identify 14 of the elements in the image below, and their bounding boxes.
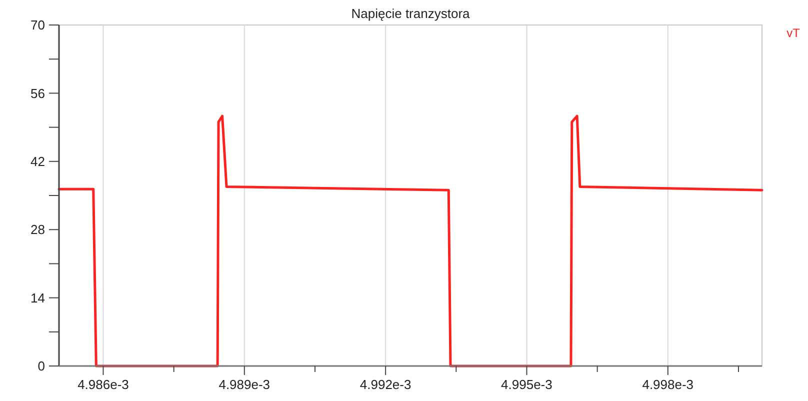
y-tick-label: 28 bbox=[30, 222, 45, 238]
x-tick-label: 4.989e-3 bbox=[218, 377, 270, 392]
x-tick-label: 4.998e-3 bbox=[642, 377, 694, 392]
chart-title: Napięcie tranzystora bbox=[351, 6, 471, 21]
y-tick-label: 0 bbox=[38, 358, 45, 374]
line-series bbox=[58, 114, 764, 368]
x-tick-label: 4.986e-3 bbox=[78, 377, 129, 392]
text: vT bbox=[786, 26, 801, 40]
y-tick-label: 14 bbox=[30, 290, 45, 306]
x-tick-label: 4.992e-3 bbox=[360, 377, 412, 392]
x-tick-label: 4.995e-3 bbox=[501, 377, 552, 392]
y-tick-label: 56 bbox=[30, 86, 45, 101]
y-tick-label: 70 bbox=[30, 18, 45, 33]
y-tick-label: 42 bbox=[30, 154, 45, 169]
